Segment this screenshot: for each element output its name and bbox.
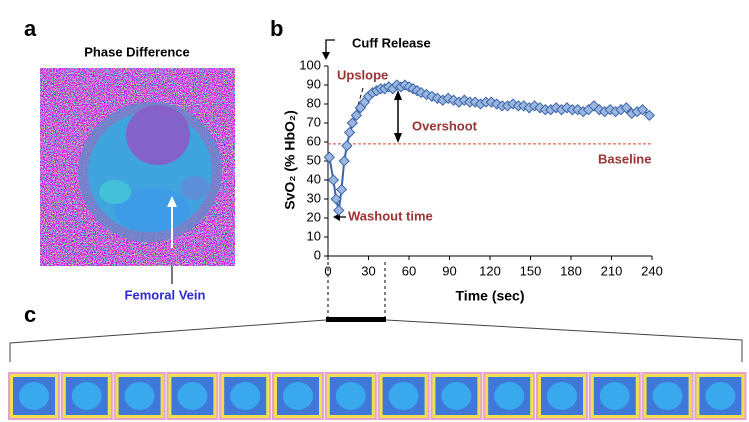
marker	[327, 174, 340, 186]
arrow-head	[167, 196, 177, 207]
tile-vein	[441, 382, 472, 410]
y-tick-label: 80	[307, 95, 321, 110]
tile-vein	[283, 382, 313, 410]
marker	[643, 109, 655, 122]
y-tick-label: 60	[307, 133, 321, 148]
y-tick-label: 70	[307, 114, 321, 129]
tile-vein	[599, 382, 630, 410]
marker	[636, 104, 649, 116]
tile-vein	[335, 382, 366, 410]
marker	[330, 193, 342, 205]
y-tick-label: 0	[314, 247, 321, 262]
marker	[341, 140, 353, 152]
x-tick-label: 150	[520, 263, 542, 278]
x-tick-label: 210	[601, 263, 623, 278]
annotation: Baseline	[598, 151, 651, 166]
y-tick-label: 20	[307, 209, 321, 224]
image-title: Phase Difference	[84, 44, 190, 59]
y-tick-label: 100	[299, 57, 321, 72]
tile-vein	[71, 382, 102, 410]
x-tick-label: 0	[324, 263, 331, 278]
marker	[333, 204, 345, 217]
bracket	[385, 319, 743, 362]
phase-image	[40, 68, 235, 266]
tile-vein	[705, 382, 736, 410]
y-axis-label: SvO₂ (% HbO₂)	[282, 110, 298, 210]
annotation: Cuff Release	[352, 35, 431, 50]
annotation: Upslope	[337, 67, 388, 82]
bracket-bar	[326, 317, 386, 322]
tile-vein	[124, 382, 155, 410]
marker	[335, 183, 348, 196]
marker	[323, 151, 336, 163]
tile-vein	[230, 382, 261, 410]
image-strip	[8, 372, 747, 420]
structure	[99, 180, 131, 204]
structure	[181, 176, 209, 200]
x-tick-label: 60	[402, 263, 416, 278]
panel-label: a	[24, 16, 37, 41]
x-axis-label: Time (sec)	[456, 288, 525, 304]
chart: 0 10 20 30 40 50 60 70 80 90 100 0 30 60 90 120 150 180 21…	[282, 35, 663, 303]
annotation: Overshoot	[412, 118, 478, 133]
tile-vein	[652, 382, 683, 410]
y-tick-label: 50	[307, 152, 321, 167]
marker	[346, 117, 358, 129]
structure	[126, 105, 190, 165]
y-tick-label: 90	[307, 76, 321, 91]
tile-vein	[19, 382, 49, 410]
x-tick-label: 120	[479, 263, 501, 278]
image-annotation: Femoral Vein	[125, 287, 206, 302]
x-tick-label: 90	[442, 263, 456, 278]
marker	[620, 102, 633, 114]
tile-vein	[494, 382, 525, 410]
arrow-head	[322, 52, 330, 60]
panel-label: b	[270, 16, 283, 41]
tile-vein	[388, 382, 419, 410]
x-tick-label: 30	[361, 263, 375, 278]
marker	[343, 126, 356, 139]
marker	[338, 155, 350, 167]
x-tick-label: 240	[641, 263, 663, 278]
tile-vein	[547, 382, 577, 410]
y-tick-label: 30	[307, 190, 321, 205]
arrow	[325, 39, 335, 55]
bracket	[9, 319, 327, 362]
tile-vein	[177, 382, 208, 410]
y-tick-label: 40	[307, 171, 321, 186]
y-tick-label: 10	[307, 228, 321, 243]
annotation: Washout time	[348, 208, 433, 223]
panel-label: c	[24, 302, 36, 327]
marker	[350, 109, 363, 122]
x-tick-label: 180	[560, 263, 582, 278]
